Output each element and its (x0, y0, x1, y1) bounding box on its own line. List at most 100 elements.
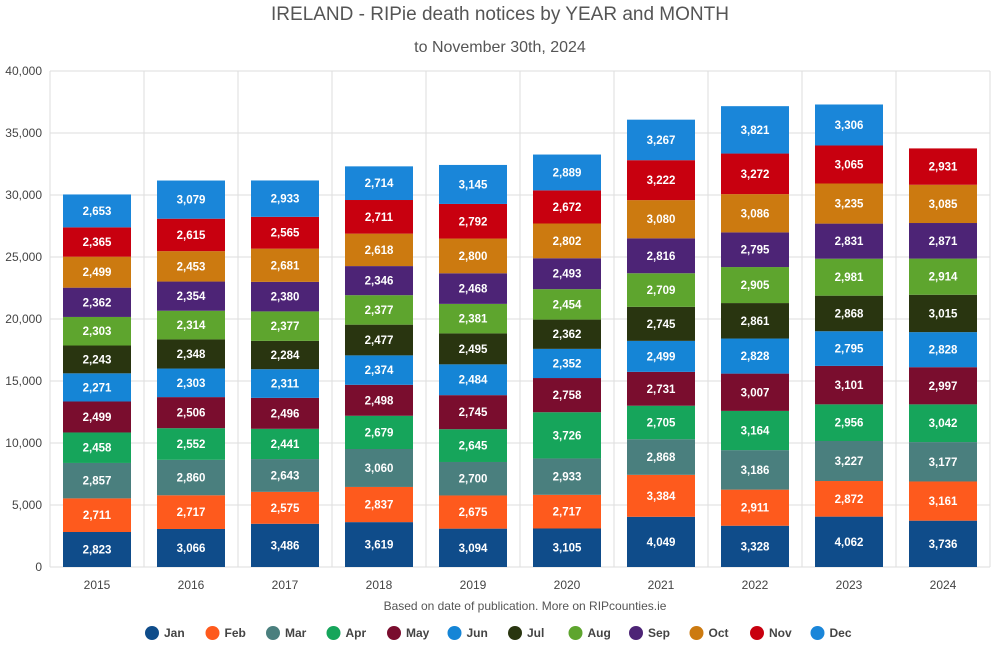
bar-2023-Mar (815, 441, 883, 482)
chart-subtitle: to November 30th, 2024 (414, 39, 586, 56)
data-label-2022-Mar: 3,186 (741, 465, 770, 477)
bar-2021-Apr (627, 405, 695, 440)
bar-2022-Apr (721, 410, 789, 451)
data-label-2018-Mar: 3,060 (365, 463, 394, 475)
bar-2024-Jul (909, 294, 977, 333)
data-label-2022-Apr: 3,164 (741, 426, 770, 438)
bar-2022-Nov (721, 153, 789, 195)
bar-2015-Dec (63, 194, 131, 228)
bar-2017-Dec (251, 180, 319, 217)
bar-2016-Nov (157, 218, 225, 252)
bar-2020-May (533, 378, 601, 413)
x-tick-label-2018: 2018 (366, 578, 393, 592)
x-tick-label-2017: 2017 (272, 578, 299, 592)
bar-2018-Jun (345, 355, 413, 385)
bar-2024-Jan (909, 520, 977, 567)
data-label-2020-Jul: 2,362 (553, 329, 582, 341)
bar-2021-Jan (627, 516, 695, 567)
y-tick-label: 30,000 (5, 188, 42, 202)
data-label-2019-Dec: 3,145 (459, 179, 488, 191)
data-label-2023-Mar: 3,227 (835, 456, 864, 468)
data-label-2021-Dec: 3,267 (647, 135, 676, 147)
data-label-2023-Aug: 2,981 (835, 272, 864, 284)
data-label-2024-Aug: 2,914 (929, 272, 958, 284)
bar-2019-May (439, 395, 507, 430)
data-label-2018-Feb: 2,837 (365, 500, 394, 512)
data-label-2023-Oct: 3,235 (835, 199, 864, 211)
bar-2017-Feb (251, 491, 319, 524)
bar-2020-Apr (533, 412, 601, 459)
bar-2022-Mar (721, 450, 789, 490)
bar-2023-Apr (815, 404, 883, 442)
data-label-2024-Jul: 3,015 (929, 308, 958, 320)
legend-label-May: May (406, 626, 430, 640)
data-label-2021-Oct: 3,080 (647, 214, 676, 226)
bar-2015-Mar (63, 462, 131, 499)
bar-2021-Mar (627, 439, 695, 475)
data-label-2024-Oct: 3,085 (929, 199, 958, 211)
data-label-2020-Oct: 2,802 (553, 236, 582, 248)
data-label-2020-Sep: 2,493 (553, 269, 582, 281)
data-label-2019-Aug: 2,381 (459, 314, 488, 326)
bar-2017-Jun (251, 369, 319, 398)
x-tick-label-2019: 2019 (460, 578, 487, 592)
bar-2024-Sep (909, 223, 977, 259)
data-label-2017-Apr: 2,441 (271, 439, 300, 451)
bar-2023-May (815, 365, 883, 405)
y-tick-label: 25,000 (5, 250, 42, 264)
bar-2016-Aug (157, 310, 225, 340)
data-label-2024-Nov: 2,931 (929, 162, 958, 174)
data-label-2016-Dec: 3,079 (177, 195, 206, 207)
legend-marker-May (387, 626, 401, 640)
bar-2020-Jul (533, 319, 601, 349)
y-tick-label: 15,000 (5, 374, 42, 388)
data-label-2017-Nov: 2,565 (271, 228, 300, 240)
data-label-2015-Aug: 2,303 (83, 326, 112, 338)
bar-2021-Aug (627, 273, 695, 307)
data-label-2021-Apr: 2,705 (647, 417, 676, 429)
bar-2018-Mar (345, 449, 413, 487)
legend-label-Aug: Aug (588, 626, 611, 640)
bar-2019-Jul (439, 333, 507, 365)
bars-layer: 2,823 2,711 2,857 2,458 2,499 2,271 2,243 2,303… (63, 104, 977, 567)
bar-2019-Aug (439, 303, 507, 334)
bar-2024-Nov (909, 148, 977, 185)
data-label-2016-Jun: 2,303 (177, 378, 206, 390)
data-label-2019-Nov: 2,792 (459, 216, 488, 228)
data-label-2016-Feb: 2,717 (177, 507, 206, 519)
data-label-2017-Dec: 2,933 (271, 194, 300, 206)
legend-marker-Dec (810, 626, 825, 640)
bar-2016-Jul (157, 339, 225, 369)
data-label-2020-Nov: 2,672 (553, 202, 582, 214)
y-tick-label: 20,000 (5, 312, 42, 326)
bar-2019-Nov (439, 203, 507, 239)
bar-2024-Oct (909, 184, 977, 224)
bar-2018-Dec (345, 166, 413, 201)
bar-2024-May (909, 367, 977, 405)
legend-marker-Sep (629, 626, 643, 640)
legend-label-Feb: Feb (225, 626, 246, 640)
bar-2024-Aug (909, 258, 977, 295)
data-label-2016-Oct: 2,453 (177, 261, 206, 273)
bar-2022-Jun (721, 338, 789, 374)
data-label-2023-Jun: 2,795 (835, 344, 864, 356)
data-label-2022-Jun: 2,828 (741, 351, 770, 363)
bar-2022-Dec (721, 106, 789, 154)
data-label-2016-Jul: 2,348 (177, 349, 206, 361)
data-label-2018-May: 2,498 (365, 395, 394, 407)
bar-2018-Jan (345, 522, 413, 567)
y-tick-label: 5,000 (12, 498, 42, 512)
x-tick-label-2024: 2024 (930, 578, 957, 592)
bar-2023-Jul (815, 295, 883, 332)
data-label-2019-Jul: 2,495 (459, 344, 488, 356)
data-label-2021-Jul: 2,745 (647, 319, 676, 331)
data-label-2018-Aug: 2,377 (365, 305, 394, 317)
data-label-2018-Oct: 2,618 (365, 245, 394, 257)
bar-2023-Jan (815, 516, 883, 567)
data-label-2024-Sep: 2,871 (929, 236, 958, 248)
bar-2015-Oct (63, 256, 131, 288)
data-label-2022-Jul: 2,861 (741, 316, 770, 328)
bar-2019-Jan (439, 528, 507, 567)
data-label-2022-Oct: 3,086 (741, 208, 770, 220)
data-label-2017-Feb: 2,575 (271, 503, 300, 515)
